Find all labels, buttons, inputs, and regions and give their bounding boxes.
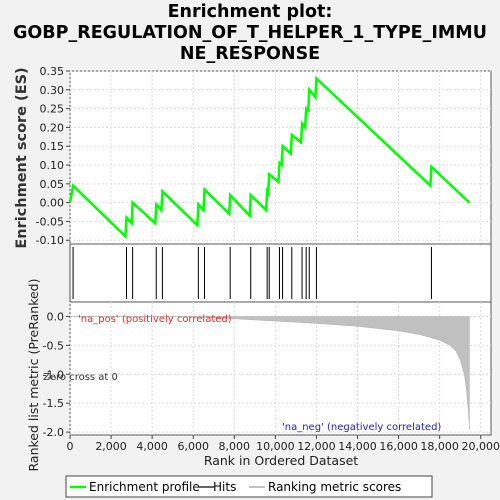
legend-metric-label: Ranking metric scores <box>268 480 401 494</box>
es-tick-label: 0.35 <box>40 65 65 78</box>
es-tick-label: -0.10 <box>36 234 64 247</box>
enrichment-profile-line <box>68 75 471 240</box>
es-tick-label: 0.30 <box>40 84 65 97</box>
x-tick-label: 20,000 <box>461 440 500 453</box>
x-tick-label: 12,000 <box>297 440 336 453</box>
es-tick-label: 0.20 <box>40 121 65 134</box>
hits-marks <box>72 247 432 299</box>
metric-tick-label: -1.0 <box>43 368 64 381</box>
es-tick-label: 0.00 <box>40 197 65 210</box>
x-tick-label: 0 <box>67 440 74 453</box>
metric-tick-label: -1.5 <box>43 397 64 410</box>
es-panel <box>69 70 492 245</box>
x-tick-label: 10,000 <box>256 440 295 453</box>
es-tick-label: -0.05 <box>36 215 64 228</box>
chart-title: Enrichment plot: GOBP_REGULATION_OF_T_HE… <box>0 2 500 65</box>
title-line-1: Enrichment plot: <box>167 2 333 22</box>
x-axis-label: Rank in Ordered Dataset <box>204 453 358 468</box>
es-tick-label: 0.25 <box>40 103 65 116</box>
es-tick-label: 0.10 <box>40 159 65 172</box>
es-grid <box>69 70 491 244</box>
zero-cross-label: Zero cross at 0 <box>43 372 118 383</box>
x-tick-label: 18,000 <box>420 440 459 453</box>
es-tick-label: 0.15 <box>40 140 65 153</box>
x-tick-label: 2,000 <box>95 440 127 453</box>
x-tick-label: 14,000 <box>338 440 377 453</box>
es-y-ticks: 0.35 0.30 0.25 0.20 0.15 0.10 0.05 0.00 -0.05 -0.… <box>36 65 70 247</box>
x-tick-label: 4,000 <box>136 440 168 453</box>
x-tick-label: 6,000 <box>177 440 209 453</box>
ranking-metric-area <box>70 316 470 430</box>
hits-panel <box>69 243 492 303</box>
metric-y-ticks: 0.0 -0.5 -1.0 -1.5 -2.0 <box>43 310 70 439</box>
na-neg-label: 'na_neg' (negatively correlated) <box>282 422 441 433</box>
metric-tick-label: -0.5 <box>43 339 64 352</box>
x-ticks: 0 2,000 4,000 6,000 8,000 10,000 12,000 14,000 1… <box>67 435 500 453</box>
metric-tick-label: -2.0 <box>43 426 64 439</box>
title-line-2: GOBP_REGULATION_OF_T_HELPER_1_TYPE_IMMU <box>13 23 487 43</box>
title-line-3: NE_RESPONSE <box>179 44 321 64</box>
es-tick-label: 0.05 <box>40 178 65 191</box>
x-tick-label: 8,000 <box>219 440 251 453</box>
legend-profile-label: Enrichment profile <box>89 480 200 494</box>
metric-y-label: Ranked list metric (PreRanked) <box>26 279 41 472</box>
metric-tick-label: 0.0 <box>47 310 65 323</box>
x-tick-label: 16,000 <box>379 440 418 453</box>
legend-hits-label: Hits <box>213 480 236 494</box>
es-y-label: Enrichment score (ES) <box>14 67 30 248</box>
na-pos-label: 'na_pos' (positively correlated) <box>78 314 232 325</box>
